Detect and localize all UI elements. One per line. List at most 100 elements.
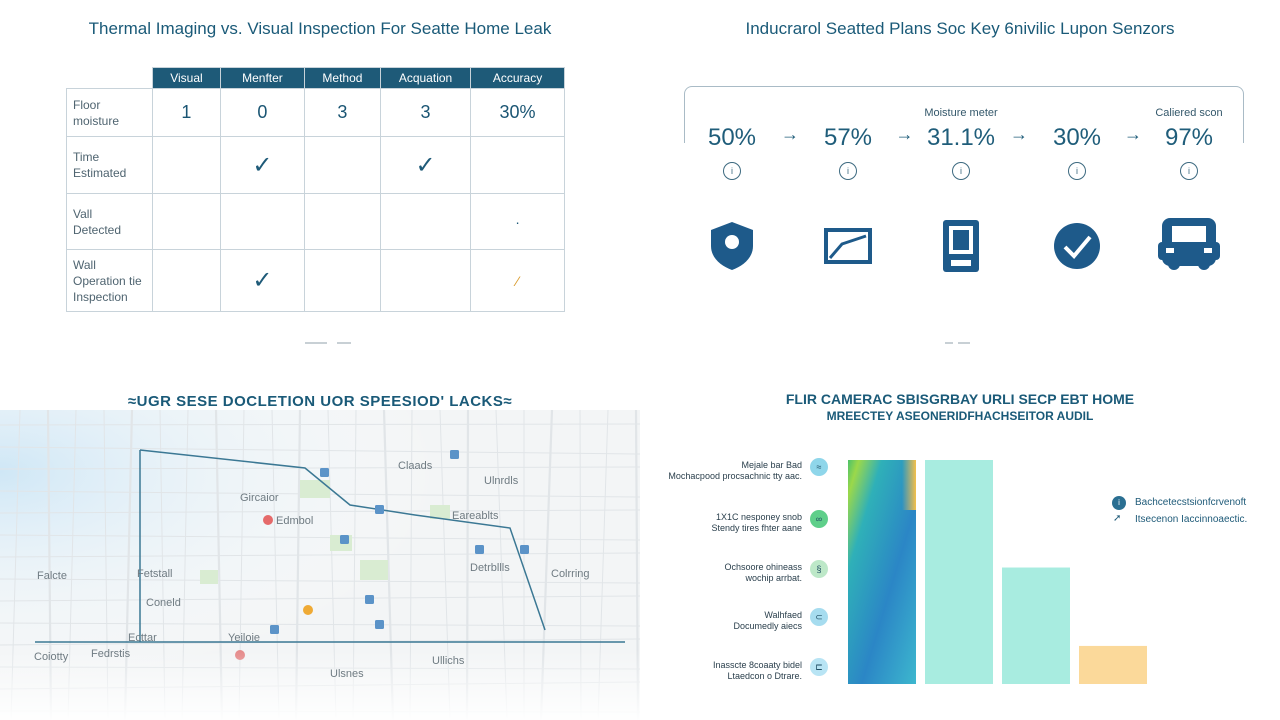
table-row: Floor moisture 1 0 3 3 30%: [66, 88, 565, 137]
legend-marker-icon: §: [810, 560, 828, 578]
table-cell: ✓: [379, 136, 472, 194]
legend-right-text: Itsecenon Iaccinnoaectic.: [1135, 514, 1248, 525]
table-cell: [151, 193, 221, 250]
flow-caption: Moisture meter: [924, 107, 998, 119]
bar: [1079, 645, 1147, 684]
table-cell: 3: [379, 88, 472, 137]
table-cell: [219, 193, 305, 250]
shield-pin-icon: [709, 220, 755, 277]
pager-dash: [305, 342, 327, 344]
table-cell: [379, 249, 472, 312]
row-label: Time Estimated: [66, 136, 153, 194]
info-icon[interactable]: i: [952, 162, 970, 180]
map-label: Coiotty: [34, 651, 69, 663]
info-icon[interactable]: i: [723, 162, 741, 180]
pager-dash: [958, 342, 970, 344]
legend-marker-icon: ⊂: [810, 608, 828, 626]
map-label: Ulnrdls: [484, 475, 519, 487]
panel3-title: ≈UGR SESE DOCLETION UOR SPEESIOD' LACKS≈: [127, 393, 513, 410]
column-header: Accuracy: [470, 67, 565, 89]
column-header: Method: [303, 67, 381, 89]
table-corner: [67, 68, 153, 89]
bar: [1002, 567, 1070, 684]
column-header: Acquation: [379, 67, 472, 89]
panel1-title: Thermal Imaging vs. Visual Inspection Fo…: [88, 19, 552, 38]
table-row: Vall Detected ·: [66, 193, 565, 250]
table-cell: ·: [470, 193, 565, 250]
row-label-line: Estimated: [73, 166, 127, 180]
check-icon: ✓: [415, 151, 436, 179]
check-circle-icon: [1052, 221, 1102, 276]
map-label: Colrring: [551, 568, 590, 580]
table-cell: [303, 193, 381, 250]
legend-marker-icon: ≈: [810, 458, 828, 476]
table-cell: 3: [303, 88, 381, 137]
row-label-line: Detected: [73, 222, 122, 237]
map-label: Ullichs: [432, 655, 465, 667]
bar-legend-text: Ochsoore ohineass wochip arrbat.: [652, 562, 802, 584]
bar-legend-line: 1X1C nesponey snob: [715, 512, 802, 522]
map-label: Claads: [398, 460, 433, 472]
table-cell: [303, 249, 381, 312]
row-label-line: Wall: [73, 257, 96, 272]
flow-bracket: [684, 86, 1244, 143]
table-cell: 30%: [470, 88, 565, 137]
panel4-title-line2: MREECTEY ASEONERIDFHACHSEITOR AUDIL: [826, 409, 1094, 423]
table-cell: [470, 136, 565, 194]
table-cell: [303, 136, 381, 194]
legend-right-item: i: [1112, 496, 1126, 510]
bar-legend-line: Mejale bar Bad: [741, 460, 802, 470]
legend-marker-icon: ∞: [810, 510, 828, 528]
flow-value: 30%: [1052, 124, 1102, 151]
flow-value: 57%: [823, 124, 873, 151]
dot-icon: ·: [515, 214, 520, 230]
info-icon[interactable]: i: [839, 162, 857, 180]
bar-legend-line: Stendy tires fhter aane: [711, 523, 802, 533]
table-row: Wall Operation tie Inspection ✓ ⁄: [66, 249, 565, 312]
arrow-right-icon: →: [895, 124, 914, 144]
chart-trend-icon: [822, 226, 874, 271]
arrow-right-icon: →: [781, 124, 799, 144]
bar-legend-text: Mejale bar Bad Mochacpood procsachnic tty…: [652, 460, 802, 482]
table-cell: [379, 193, 472, 250]
map-label: Edmbol: [276, 515, 314, 527]
info-icon[interactable]: i: [1068, 162, 1086, 180]
thermal-hotspot: [902, 460, 916, 510]
row-label-line: Operation tie: [73, 273, 142, 288]
table-header-row: Visual Menfter Method Acquation Accuracy: [67, 67, 565, 89]
table-cell: [151, 249, 221, 312]
flow-value: 97%: [1164, 124, 1214, 151]
row-label-line: Time: [73, 150, 100, 164]
arrow-right-icon: →: [1124, 124, 1142, 144]
city-map: [0, 410, 640, 720]
map-label: Ecttar: [128, 632, 157, 644]
bar-legend-line: Documedly aiecs: [733, 621, 802, 631]
bar-legend-line: Mochacpood procsachnic tty aac.: [668, 471, 802, 481]
column-header: Visual: [151, 67, 221, 89]
table-cell: 1: [151, 88, 221, 137]
panel4-title-line1: FLIR CAMERAC SBISGRBAY URLI SECP EBT HOM…: [785, 391, 1135, 407]
legend-right-arrow-icon: ➚: [1113, 513, 1122, 524]
bar-legend-line: Walhfaed: [764, 610, 802, 620]
check-icon: ✓: [252, 151, 273, 179]
map-label: Fedrstis: [91, 648, 131, 660]
check-icon: ✓: [252, 267, 273, 294]
van-icon: [1156, 214, 1222, 283]
table-cell: ✓: [219, 249, 305, 312]
panel2-title: Inducrarol Seatted Plans Soc Key 6nivili…: [745, 19, 1175, 38]
legend-right-text: Bachcetecstsionfcrvenoft: [1135, 497, 1247, 508]
bar-legend-text: Walhfaed Documedly aiecs: [652, 610, 802, 632]
map-label: Fetstall: [137, 568, 173, 580]
row-label: Wall Operation tie Inspection: [66, 249, 153, 312]
arrow-right-icon: →: [1010, 124, 1028, 144]
row-label-line: Inspection: [73, 289, 128, 304]
info-icon[interactable]: i: [1180, 162, 1198, 180]
bar-chart: [848, 460, 1147, 684]
bar-legend-text: 1X1C nesponey snob Stendy tires fhter aan…: [652, 512, 802, 534]
map-label: Eareablts: [452, 510, 499, 522]
slash-check-icon: ⁄: [516, 273, 519, 289]
table-cell: ✓: [219, 136, 305, 194]
row-label-line: moisture: [73, 113, 120, 128]
column-header: Menfter: [219, 67, 305, 89]
flow-value: 31.1%: [926, 124, 996, 151]
